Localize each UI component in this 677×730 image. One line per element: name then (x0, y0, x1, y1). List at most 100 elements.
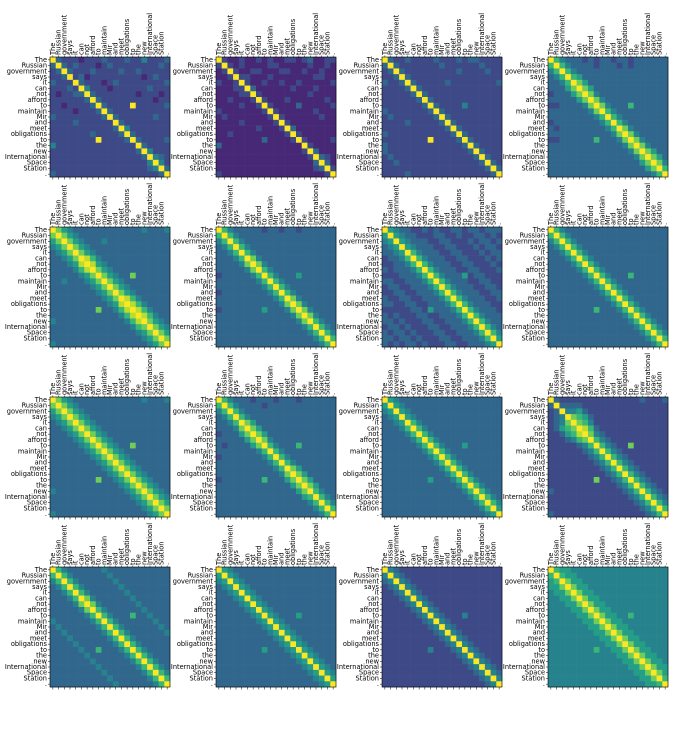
heatmap-cell (445, 80, 451, 86)
heatmap-cell (67, 137, 73, 143)
heatmap-cell (216, 273, 222, 279)
heatmap-cell (79, 57, 85, 63)
heatmap-cell (141, 296, 147, 302)
heatmap-cell (101, 57, 107, 63)
heatmap-panel: TheRussiangovernmentsaysitcannotaffordto… (5, 183, 171, 350)
heatmap-cell (61, 250, 67, 256)
heatmap-cell (101, 233, 107, 239)
heatmap-cell (124, 114, 130, 120)
heatmap-cell (250, 341, 256, 347)
heatmap-cell (164, 443, 170, 449)
heatmap-cell (645, 154, 651, 160)
heatmap-cell (582, 148, 588, 154)
heatmap-cell (56, 86, 62, 92)
heatmap-cell (416, 267, 422, 273)
heatmap-cell (147, 284, 153, 290)
heatmap-cell (319, 86, 325, 92)
heatmap-cell (233, 397, 239, 403)
heatmap-cell (239, 131, 245, 137)
heatmap-cell (416, 330, 422, 336)
heatmap-cell (124, 261, 130, 267)
heatmap-cell (639, 103, 645, 109)
heatmap-cell (422, 143, 428, 149)
heatmap-cell (473, 108, 479, 114)
heatmap-cell (479, 148, 485, 154)
heatmap-cell (227, 261, 233, 267)
heatmap-cell (662, 313, 668, 319)
heatmap-cell (56, 431, 62, 437)
heatmap-cell (571, 290, 577, 296)
heatmap-cell (439, 160, 445, 166)
heatmap-cell (250, 148, 256, 154)
heatmap-cell (107, 420, 113, 426)
heatmap-cell (645, 166, 651, 172)
heatmap-cell (433, 233, 439, 239)
heatmap-cell (422, 256, 428, 262)
heatmap-cell (227, 397, 233, 403)
heatmap-cell (439, 250, 445, 256)
heatmap-cell (428, 143, 434, 149)
heatmap-cell (101, 324, 107, 330)
heatmap-cell (473, 57, 479, 63)
heatmap-cell (393, 171, 399, 177)
heatmap-cell (405, 238, 411, 244)
heatmap-cell (468, 57, 474, 63)
heatmap-cell (296, 97, 302, 103)
heatmap-cell (262, 324, 268, 330)
heatmap-cell (611, 336, 617, 342)
heatmap-cell (113, 250, 119, 256)
heatmap-cell (433, 91, 439, 97)
heatmap-cell (296, 273, 302, 279)
heatmap-cell (50, 63, 56, 69)
heatmap-cell (393, 74, 399, 80)
heatmap-cell (147, 57, 153, 63)
heatmap-cell (479, 273, 485, 279)
heatmap-cell (639, 120, 645, 126)
heatmap-cell (617, 57, 623, 63)
heatmap-cell (319, 68, 325, 74)
heatmap-cell (554, 341, 560, 347)
heatmap-cell (617, 296, 623, 302)
heatmap-cell (296, 313, 302, 319)
heatmap-cell (267, 403, 273, 409)
heatmap-cell (313, 296, 319, 302)
heatmap-cell (468, 171, 474, 177)
heatmap-cell (634, 290, 640, 296)
heatmap-cell (473, 126, 479, 132)
heatmap-cell (73, 506, 79, 512)
heatmap-cell (101, 103, 107, 109)
heatmap-cell (462, 74, 468, 80)
heatmap-cell (393, 244, 399, 250)
heatmap-cell (164, 131, 170, 137)
heatmap-cell (628, 250, 634, 256)
heatmap-cell (611, 74, 617, 80)
heatmap-cell (639, 154, 645, 160)
heatmap-cell (399, 154, 405, 160)
heatmap-cell (588, 91, 594, 97)
heatmap-cell (456, 341, 462, 347)
heatmap-cell (84, 238, 90, 244)
heatmap-cell (548, 227, 554, 233)
heatmap-cell (330, 103, 336, 109)
heatmap-cell (399, 137, 405, 143)
heatmap-cell (153, 227, 159, 233)
heatmap-cell (159, 148, 165, 154)
heatmap-cell (599, 68, 605, 74)
heatmap-cell (439, 154, 445, 160)
heatmap-cell (622, 114, 628, 120)
heatmap-cell (262, 68, 268, 74)
heatmap-cell (67, 471, 73, 477)
heatmap-cell (496, 284, 502, 290)
heatmap-cell (239, 301, 245, 307)
heatmap-cell (491, 336, 497, 342)
heatmap-cell (67, 330, 73, 336)
heatmap-cell (67, 511, 73, 517)
heatmap-cell (50, 154, 56, 160)
heatmap-cell (565, 103, 571, 109)
heatmap-cell (468, 324, 474, 330)
heatmap-cell (73, 91, 79, 97)
heatmap-cell (571, 97, 577, 103)
heatmap-cell (67, 261, 73, 267)
heatmap-cell (657, 250, 663, 256)
heatmap-cell (227, 238, 233, 244)
